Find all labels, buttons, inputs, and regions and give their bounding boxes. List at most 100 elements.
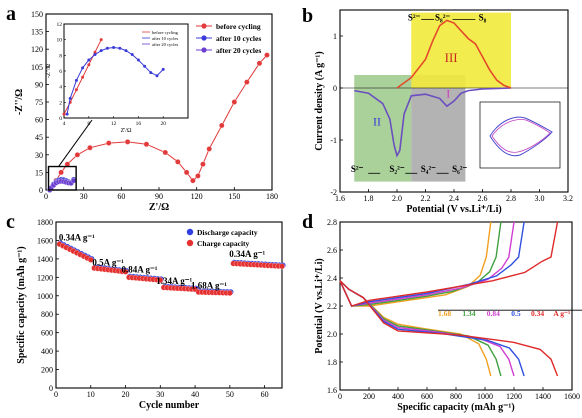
panel-d-ytick-label: 2.2 <box>327 302 337 311</box>
panel-b-label-I: I <box>446 86 450 100</box>
panel-d-xtick-label: 1200 <box>506 392 522 401</box>
panel-b-xtick-label: 2.6 <box>478 194 488 203</box>
panel-a-inset-point <box>87 58 91 62</box>
panel-c-axes: 0 10 20 30 40 50 60020040060080010001200140016… <box>6 211 286 411</box>
panel-a-ytick-label: 15 <box>35 168 43 177</box>
panel-a-inset-point <box>87 63 91 67</box>
panel-a-inset: 4 8 12 16 20 0 2 4 6 8 10 12 Z'/Ω -Z''/Ω before cyclin… <box>46 22 189 134</box>
panel-a-point <box>58 169 64 176</box>
panel-b-inset-loop <box>491 119 551 153</box>
panel-b-ytick-label: -2 <box>330 188 337 197</box>
panel-a-point <box>219 122 225 129</box>
panel-c-ytick-label: 1800 <box>37 218 53 227</box>
panel-b-xtick-label: 3.2 <box>563 194 573 203</box>
panel-a-xlabel: Z'/Ω <box>149 202 169 213</box>
panel-d-legend-label: 0.5 <box>511 309 521 318</box>
panel-c-xtick-label: 10 <box>87 390 95 399</box>
panel-a-inset-ytick-label: 6 <box>59 69 62 75</box>
panel-a-inset-point <box>161 67 165 71</box>
panel-b-xtick-label: 3.0 <box>535 194 545 203</box>
panel-d-frame <box>339 221 573 391</box>
panel-a-ytick-label: 60 <box>35 116 43 125</box>
panel-a-inset-xlabel: Z'/Ω <box>121 128 132 134</box>
panel-c-xtick-label: 0 <box>54 390 58 399</box>
panel-b-xtick-label: 2.0 <box>392 194 402 203</box>
panel-d-xtick-label: 600 <box>421 392 433 401</box>
panel-a-inset-point <box>99 38 103 42</box>
panel-a-xtick-label: 180 <box>266 192 278 201</box>
panel-a-inset-legend-label: after 10 cycles <box>152 36 178 41</box>
panel-a-inset-point <box>74 78 78 82</box>
panel-c-ytick-label: 1600 <box>37 236 53 245</box>
panel-d-xtick-label: 1400 <box>535 392 551 401</box>
panel-a-inset-ytick-label: 0 <box>59 116 62 122</box>
panel-c-charge-point <box>87 256 94 263</box>
panel-c-xtick-label: 50 <box>226 390 234 399</box>
panel-c-frame <box>55 221 283 389</box>
panel-a-inset-ytick-label: 4 <box>59 85 62 91</box>
panel-a-inset-point <box>65 112 69 116</box>
panel-b-reaction-top-2: S₈²⁻ <box>435 12 450 22</box>
panel-a-inset-point <box>118 46 122 50</box>
panel-a-inset-ytick-label: 10 <box>57 38 63 44</box>
panel-a-ylabel: -Z''/Ω <box>14 89 25 115</box>
panel-a-point <box>106 140 112 146</box>
panel-a-inset-point <box>143 64 147 68</box>
panel-a-ytick-label: 90 <box>35 80 43 89</box>
panel-c-letter: c <box>6 211 15 233</box>
panel-b-label-II: II <box>373 114 381 128</box>
panel-a-legend-label: after 20 cycles <box>216 46 261 55</box>
panel-d-xlabel: Specific capacity (mAh g⁻¹) <box>397 402 514 413</box>
panel-c-ytick-label: 1400 <box>37 255 53 264</box>
panel-b-reaction-bottom: S₄²⁻ <box>421 164 436 174</box>
panel-a-legend: before cycling after 10 cycles after 20 cy… <box>196 22 261 55</box>
panel-a-inset-xtick-label: 12 <box>111 121 117 127</box>
panel-a-point <box>231 99 238 105</box>
panel-a-inset-point <box>149 71 153 75</box>
panel-b-reaction-bottom: S₆²⁻ <box>452 164 467 174</box>
panel-a-inset-xtick-label: 4 <box>63 121 66 127</box>
panel-a-point <box>190 177 196 184</box>
panel-a-point <box>200 161 206 167</box>
panel-a-inset-point <box>93 53 97 57</box>
panel-d-xtick-label: 200 <box>363 392 375 401</box>
panel-b-region-I <box>411 75 466 182</box>
panel-a-inset-point <box>74 88 78 92</box>
panel-c-xtick-label: 40 <box>191 390 199 399</box>
panel-d-legend-label: 0.34 <box>531 309 544 318</box>
panel-b-xtick-label: 1.6 <box>335 194 345 203</box>
panel-a-point <box>74 152 81 158</box>
panel-a-axes: 0 30 60 90 120 150 180015304560759010512013515… <box>6 3 278 213</box>
panel-d-discharge-curve <box>339 280 559 377</box>
panel-a-point <box>87 145 93 151</box>
panel-b-reaction-top-3: S₈ <box>479 12 487 22</box>
panel-a-inset-ytick-label: 2 <box>59 100 62 106</box>
panel-b-inset-loop <box>489 116 553 157</box>
panel-b-inset-frame <box>479 101 561 169</box>
panel-a-ytick-label: 135 <box>31 28 43 37</box>
panel-d-legend-label: 1.34 <box>462 309 475 318</box>
panel-a-inset-point <box>81 66 85 70</box>
panel-c-legend-label: Charge capacity <box>197 239 250 248</box>
panel-b-series-line <box>396 19 512 89</box>
panel-b-ytick-label: -1 <box>330 136 337 145</box>
panel-c-charge-point <box>226 290 233 296</box>
panel-a-inset-point <box>155 74 159 78</box>
panel-a-inset-point <box>68 96 72 100</box>
panel-a-point <box>143 141 150 147</box>
panel-c-stage-label: 0.34A g⁻¹ <box>59 232 95 242</box>
panel-b-reaction-top-1: S²⁻ <box>408 12 421 22</box>
panel-d-charge-curve <box>339 221 559 307</box>
panel-a-point <box>162 149 169 156</box>
panel-c-stage-label: 0.84A g⁻¹ <box>121 265 157 275</box>
panel-a-inset-legend-label: before cycling <box>152 30 179 35</box>
panel-b-xtick-label: 2.2 <box>421 194 431 203</box>
panel-a-point <box>264 52 270 58</box>
panel-a-inset-point <box>130 53 134 57</box>
panel-a-inset-point <box>112 46 116 49</box>
panel-b-series-line <box>354 87 512 158</box>
panel-a-ytick-label: 0 <box>39 186 43 195</box>
panel-a-xtick-label: 150 <box>228 192 240 201</box>
panel-c-charge-point <box>279 263 285 270</box>
panel-a-zoom-connector <box>58 119 93 167</box>
